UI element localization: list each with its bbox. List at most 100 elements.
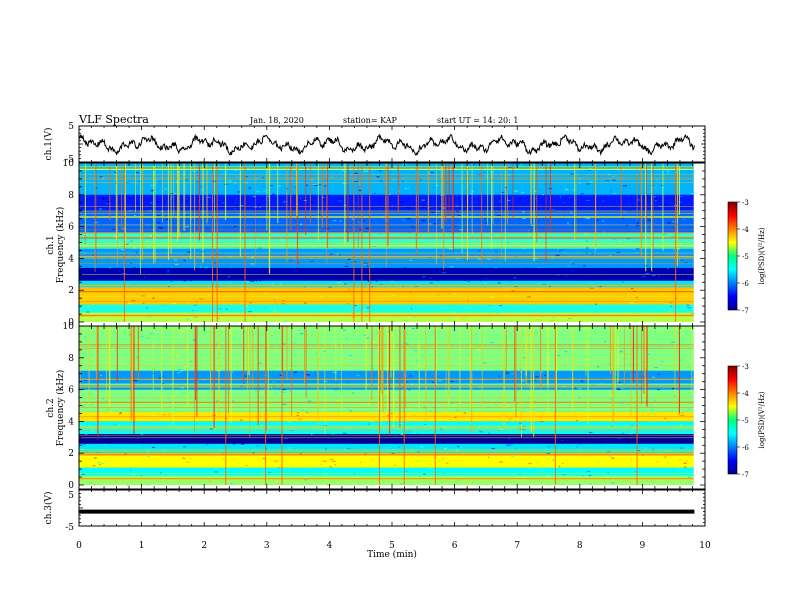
spectrogram-texture: [424, 424, 426, 426]
colorbar-label: log(PSD)(V²/Hz): [758, 391, 766, 448]
spectrogram-texture: [373, 339, 375, 341]
spectrogram-texture: [180, 428, 185, 430]
spectrogram-texture: [140, 335, 144, 337]
spectrogram-texture: [102, 398, 104, 400]
spectrogram-texture: [459, 319, 464, 321]
spectrogram-texture: [126, 484, 130, 486]
spectrogram-texture: [626, 404, 629, 406]
spectrogram-texture: [601, 268, 605, 270]
spectrogram-texture: [578, 177, 581, 179]
spectrogram-texture: [237, 167, 239, 169]
spectrogram-texture: [588, 431, 593, 433]
spectrogram-texture: [475, 335, 479, 337]
spectrogram-texture: [150, 184, 153, 186]
spectrogram-band: [79, 304, 694, 313]
spectrogram-texture: [110, 331, 112, 333]
spectrogram-texture: [80, 215, 85, 217]
spectrogram-texture: [81, 448, 84, 450]
spectrogram-texture: [470, 193, 473, 195]
spectrogram-texture: [499, 305, 502, 307]
spectrogram-texture: [108, 267, 111, 269]
spectrogram-texture: [504, 303, 509, 305]
spectrogram-texture: [462, 182, 465, 184]
spectrogram-texture: [254, 196, 256, 198]
spectrogram-texture: [367, 215, 370, 217]
spectrogram-texture: [297, 412, 300, 414]
spectrogram-texture: [166, 271, 170, 273]
spectrogram-texture: [367, 423, 370, 425]
spectrogram-texture: [369, 282, 373, 284]
spectrogram-texture: [195, 481, 198, 483]
spectrogram-texture: [688, 408, 691, 410]
spectrogram-texture: [250, 263, 255, 265]
spectrogram-texture: [299, 355, 303, 357]
spectrogram-texture: [116, 424, 120, 426]
ch2-spectrogram-panel: ch.2Frequency (kHz) 0 2 4 6 8 10: [46, 322, 706, 491]
spectrogram-texture: [300, 197, 302, 199]
spectrogram-texture: [115, 321, 118, 323]
spectrogram-texture: [358, 442, 363, 444]
spectrogram-texture: [381, 217, 386, 219]
spectrogram-texture: [386, 213, 389, 215]
spectrogram-texture: [660, 360, 664, 362]
spectrogram-texture: [293, 251, 295, 253]
spectrogram-texture: [558, 476, 563, 478]
spectrogram-texture: [86, 311, 90, 313]
spectrogram-texture: [416, 360, 419, 362]
spectrogram-texture: [534, 399, 537, 401]
spectrogram-texture: [287, 447, 291, 449]
spectrogram-texture: [135, 365, 139, 367]
spectrogram-texture: [563, 202, 565, 204]
spectrogram-texture: [199, 266, 202, 268]
spectrogram-texture: [569, 445, 571, 447]
spectrogram-texture: [93, 341, 98, 343]
spectrogram-texture: [112, 173, 114, 175]
spectrogram-texture: [82, 262, 84, 264]
spectrogram-texture: [365, 470, 368, 472]
spectrogram-texture: [467, 413, 471, 415]
spectrogram-texture: [492, 244, 496, 246]
spectrogram-texture: [207, 171, 210, 173]
spectrogram-texture: [273, 299, 276, 301]
spectrogram-texture: [132, 233, 135, 235]
spectrogram-texture: [540, 399, 543, 401]
spectrogram-texture: [80, 312, 85, 314]
spectrogram-texture: [322, 263, 324, 265]
spectrogram-texture: [433, 223, 437, 225]
spectrogram-texture: [416, 335, 418, 337]
spectrogram-texture: [518, 184, 521, 186]
spectrogram-texture: [366, 337, 369, 339]
spectrogram-texture: [304, 302, 307, 304]
spectrogram-texture: [427, 233, 429, 235]
spectrogram-texture: [533, 401, 536, 403]
spectrogram-texture: [160, 307, 163, 309]
spectrogram-texture: [271, 283, 274, 285]
spectrogram-texture: [297, 365, 300, 367]
spectrogram-texture: [101, 462, 105, 464]
spectrogram-texture: [215, 345, 219, 347]
spectrogram-texture: [94, 187, 99, 189]
spectrogram-texture: [664, 271, 669, 273]
spectrogram-texture: [163, 414, 166, 416]
spectrogram-texture: [632, 308, 636, 310]
spectrogram-texture: [522, 202, 526, 204]
spectrogram-texture: [233, 337, 236, 339]
spectrogram-texture: [652, 351, 656, 353]
spectrogram-texture: [449, 266, 454, 268]
spectrogram-texture: [322, 287, 327, 289]
spectrogram-texture: [127, 210, 130, 212]
spectrogram-texture: [506, 444, 510, 446]
spectrogram-texture: [597, 461, 601, 463]
spectrogram-texture: [84, 233, 88, 235]
spectrogram-texture: [132, 247, 137, 249]
spectrogram-texture: [638, 203, 642, 205]
spectrogram-texture: [229, 282, 231, 284]
spectrogram-band: [79, 475, 694, 485]
spectrogram-texture: [417, 171, 419, 173]
spectrogram-texture: [230, 479, 233, 481]
spectrogram-texture: [442, 231, 444, 233]
spectrogram-texture: [300, 223, 303, 225]
spectrogram-texture: [406, 207, 411, 209]
spectrogram-texture: [625, 433, 627, 435]
spectrogram-texture: [637, 222, 639, 224]
